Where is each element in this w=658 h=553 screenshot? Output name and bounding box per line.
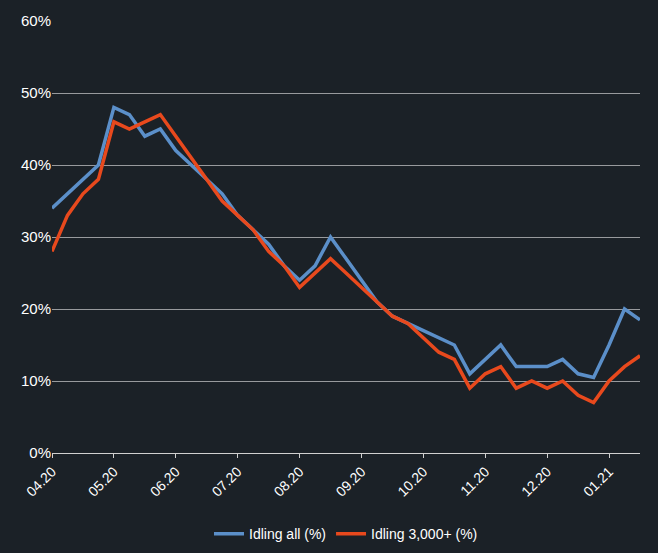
- svg-text:01.21: 01.21: [580, 463, 616, 499]
- svg-text:Idling all (%): Idling all (%): [249, 526, 326, 542]
- svg-text:04.20: 04.20: [23, 463, 59, 499]
- svg-text:Idling 3,000+ (%): Idling 3,000+ (%): [371, 526, 477, 542]
- svg-text:40%: 40%: [21, 156, 51, 173]
- svg-text:20%: 20%: [21, 300, 51, 317]
- svg-text:30%: 30%: [21, 228, 51, 245]
- svg-text:05.20: 05.20: [85, 463, 121, 499]
- svg-text:07.20: 07.20: [209, 463, 245, 499]
- svg-text:60%: 60%: [21, 12, 51, 29]
- svg-text:08.20: 08.20: [271, 463, 307, 499]
- svg-text:06.20: 06.20: [147, 463, 183, 499]
- svg-text:09.20: 09.20: [332, 463, 368, 499]
- svg-text:0%: 0%: [29, 444, 51, 461]
- svg-text:10.20: 10.20: [394, 463, 430, 499]
- svg-text:10%: 10%: [21, 372, 51, 389]
- svg-text:11.20: 11.20: [457, 463, 493, 499]
- svg-text:50%: 50%: [21, 84, 51, 101]
- svg-text:12.20: 12.20: [518, 463, 554, 499]
